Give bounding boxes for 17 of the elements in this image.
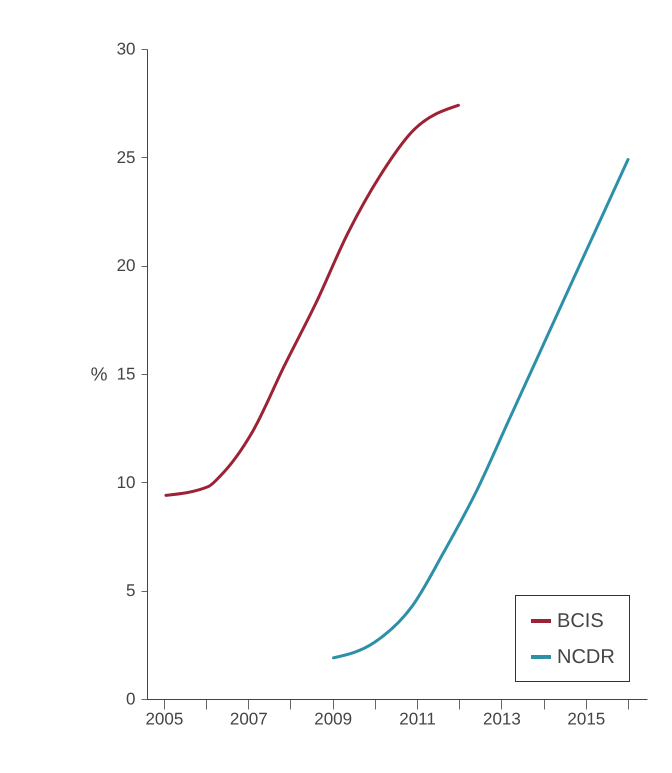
- x-tick-label: 2011: [399, 710, 436, 728]
- legend-label: NCDR: [557, 646, 615, 668]
- y-axis-title: %: [90, 364, 108, 386]
- line-series: [164, 104, 460, 497]
- x-tick-label: 2013: [483, 710, 521, 728]
- legend-label: BCIS: [557, 610, 604, 632]
- x-tick-label: 2015: [567, 710, 606, 728]
- y-tick-label: 30: [116, 40, 136, 58]
- y-tick-label: 15: [116, 364, 136, 384]
- x-tick-label: 2009: [314, 710, 352, 728]
- x-tick-label: 2005: [145, 710, 184, 728]
- y-tick-label: 0: [126, 690, 136, 708]
- y-tick-label: 10: [116, 472, 136, 492]
- y-tick-label: 5: [126, 581, 136, 600]
- y-tick-label: 20: [116, 256, 136, 276]
- y-tick-label: 25: [116, 148, 136, 167]
- x-tick-label: 2007: [230, 710, 268, 728]
